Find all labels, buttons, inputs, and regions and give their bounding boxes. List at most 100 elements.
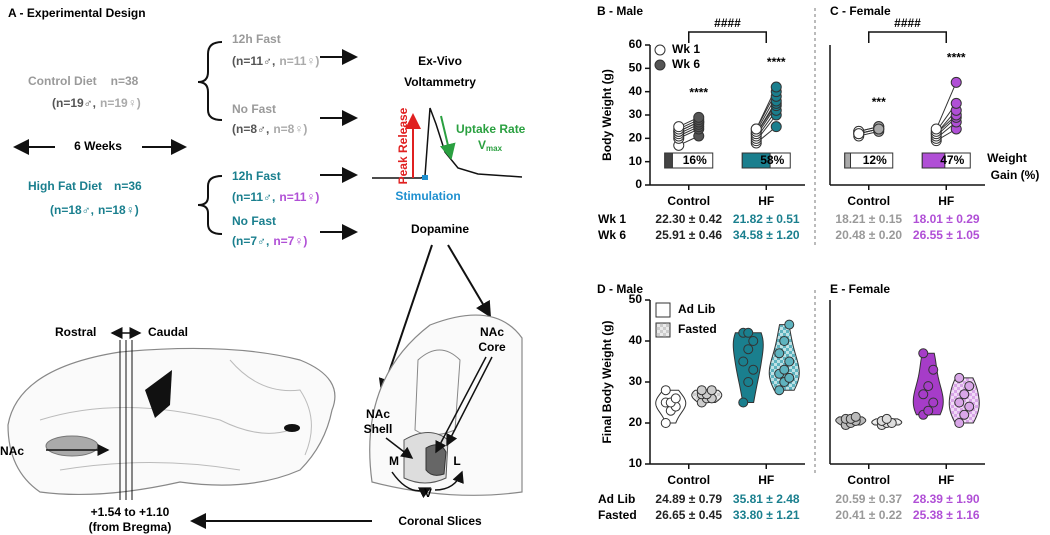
group-label: No Fast xyxy=(232,102,276,116)
stats-value: 20.59 ± 0.37 xyxy=(835,492,902,506)
slices-label: Coronal Slices xyxy=(398,514,482,528)
point xyxy=(750,123,762,135)
stats-label: Ad Lib xyxy=(598,492,635,506)
point xyxy=(950,76,962,88)
point xyxy=(779,336,790,346)
point xyxy=(670,393,681,404)
slice-label: L xyxy=(453,454,460,468)
significance: *** xyxy=(872,95,886,109)
arrow xyxy=(439,115,456,160)
diet-count: (n=18♂, n=18♀) xyxy=(50,203,139,217)
orientation: Caudal xyxy=(148,325,188,339)
group-count: (n=7♂, n=7♀) xyxy=(232,234,307,248)
stats-value: 35.81 ± 2.48 xyxy=(733,492,800,506)
trace-label: Uptake Rate xyxy=(456,122,526,136)
brace xyxy=(197,175,223,235)
point xyxy=(743,344,754,355)
stats-value: 18.01 ± 0.29 xyxy=(913,212,980,226)
legend-label: Wk 1 xyxy=(672,42,700,56)
point xyxy=(706,385,717,396)
y-tick-label: 20 xyxy=(629,415,643,429)
slice-label: Core xyxy=(478,340,506,354)
panel-title: B - Male xyxy=(597,4,643,18)
group-count: (n=11♂, n=11♀) xyxy=(232,190,319,204)
arrow xyxy=(447,244,492,318)
slice-label: M xyxy=(389,454,399,468)
orientation: Rostral xyxy=(55,325,96,339)
point xyxy=(954,372,965,383)
point xyxy=(779,364,790,375)
point xyxy=(660,385,671,396)
diet-label: High Fat Diet n=36 xyxy=(28,179,142,193)
y-tick-label: 40 xyxy=(629,84,643,98)
bracket xyxy=(868,31,947,43)
region-label: NAc xyxy=(0,444,24,458)
brace xyxy=(197,41,223,121)
stats-value: 25.91 ± 0.46 xyxy=(655,228,722,242)
significance: **** xyxy=(689,86,708,100)
point xyxy=(784,356,795,367)
point xyxy=(774,385,785,396)
legend-marker xyxy=(654,59,666,71)
significance: **** xyxy=(767,55,786,69)
bregma: (from Bregma) xyxy=(89,520,172,534)
y-tick-label: 0 xyxy=(635,177,642,191)
legend-marker xyxy=(654,44,666,56)
group-label: 12h Fast xyxy=(232,32,281,46)
slice-label: V xyxy=(424,486,432,500)
bracket-label: #### xyxy=(894,16,921,30)
diet-count: (n=19♂, n=19♀) xyxy=(52,96,141,110)
gain-label: 12% xyxy=(863,153,887,167)
y-tick-label: 50 xyxy=(629,292,643,306)
y-tick-label: 30 xyxy=(629,374,643,388)
stats-value: 24.89 ± 0.79 xyxy=(655,492,722,506)
point xyxy=(738,356,749,367)
point xyxy=(660,418,671,428)
x-tick-label: HF xyxy=(758,194,774,208)
panel-title: E - Female xyxy=(830,282,890,296)
point xyxy=(743,377,754,387)
stats-value: 33.80 ± 1.21 xyxy=(733,508,800,522)
y-tick-label: 30 xyxy=(629,107,643,121)
point xyxy=(853,128,865,140)
point xyxy=(743,327,754,338)
y-tick-label: 40 xyxy=(629,333,643,347)
bregma: +1.54 to +1.10 xyxy=(91,505,170,519)
point xyxy=(784,319,795,330)
point xyxy=(954,397,965,408)
point xyxy=(784,372,795,383)
method: Ex-Vivo xyxy=(418,54,462,68)
group-label: No Fast xyxy=(232,214,276,228)
gain-label: 16% xyxy=(683,153,707,167)
point xyxy=(954,418,965,428)
gain-bar xyxy=(921,152,946,169)
point xyxy=(918,389,929,400)
stimulus xyxy=(422,175,428,180)
point xyxy=(918,348,929,359)
y-tick-label: 50 xyxy=(629,61,643,75)
method: Voltammetry xyxy=(404,75,476,89)
stats-value: 22.30 ± 0.42 xyxy=(655,212,722,226)
sagittal-brain xyxy=(7,340,336,500)
stats-label: Wk 6 xyxy=(598,228,626,242)
violin xyxy=(732,332,764,403)
stats-label: Wk 1 xyxy=(598,212,626,226)
group-count: (n=11♂, n=11♀) xyxy=(232,54,319,68)
point xyxy=(930,123,942,135)
legend-label: Ad Lib xyxy=(678,302,715,316)
bracket-label: #### xyxy=(714,16,741,30)
gain-bar xyxy=(844,152,852,169)
gain-label: 58% xyxy=(760,153,784,167)
point xyxy=(693,111,705,123)
group-count: (n=8♂, n=8♀) xyxy=(232,122,307,136)
legend-label: Fasted xyxy=(678,322,717,336)
x-tick-label: HF xyxy=(758,473,774,487)
point xyxy=(738,397,749,408)
point xyxy=(850,411,861,422)
point xyxy=(950,97,962,109)
x-tick-label: HF xyxy=(938,194,954,208)
stats-label: Fasted xyxy=(598,508,637,522)
y-tick-label: 60 xyxy=(629,37,643,51)
y-tick-label: 10 xyxy=(629,456,643,470)
